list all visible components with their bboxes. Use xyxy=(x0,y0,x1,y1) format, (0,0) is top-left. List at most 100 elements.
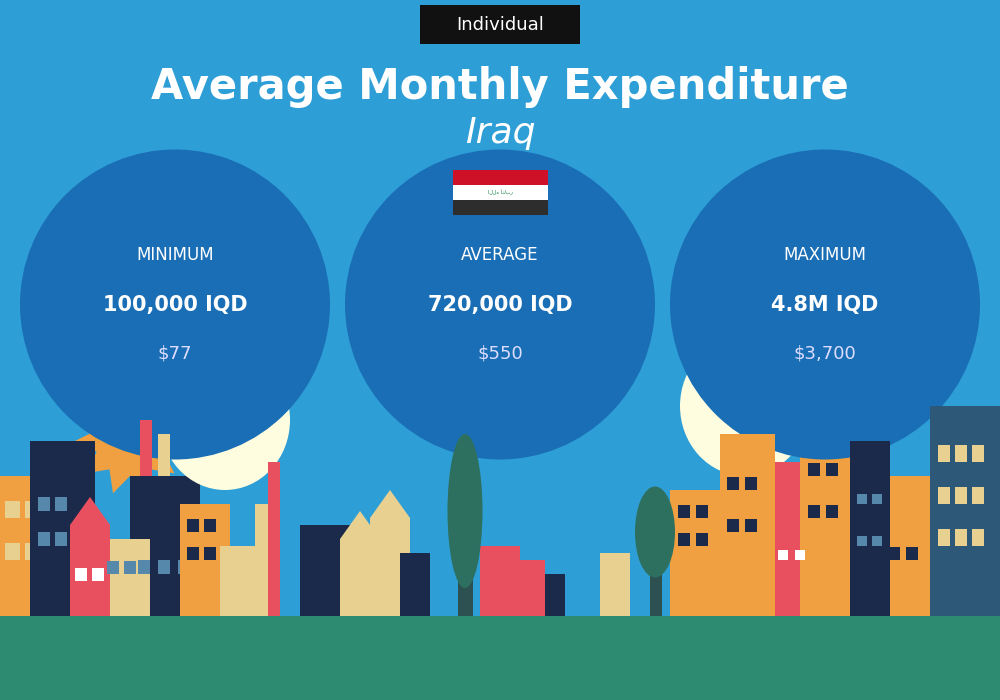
Bar xyxy=(955,486,967,504)
Bar xyxy=(727,519,739,532)
Bar xyxy=(38,497,50,511)
Ellipse shape xyxy=(160,350,290,490)
Ellipse shape xyxy=(670,150,980,459)
Polygon shape xyxy=(340,511,380,539)
Bar xyxy=(400,553,430,616)
Bar xyxy=(38,532,50,546)
Polygon shape xyxy=(70,497,110,525)
Bar xyxy=(268,462,280,616)
Bar xyxy=(30,441,95,616)
Text: Iraq: Iraq xyxy=(465,116,535,150)
Bar xyxy=(25,500,40,518)
Ellipse shape xyxy=(20,150,330,459)
Bar xyxy=(650,567,662,616)
Bar xyxy=(745,477,757,490)
Bar xyxy=(727,477,739,490)
Bar xyxy=(795,550,805,560)
Bar xyxy=(720,434,775,616)
Bar xyxy=(872,494,882,504)
Bar xyxy=(100,539,150,616)
Bar xyxy=(92,568,104,581)
Bar xyxy=(124,561,136,574)
Bar xyxy=(452,185,548,200)
Polygon shape xyxy=(370,490,410,518)
Ellipse shape xyxy=(635,486,675,578)
Polygon shape xyxy=(705,368,815,472)
Bar xyxy=(107,561,119,574)
Bar xyxy=(540,574,565,616)
Bar xyxy=(138,560,150,574)
Bar xyxy=(0,616,1000,700)
Bar xyxy=(696,533,708,546)
Bar xyxy=(452,169,548,185)
Bar xyxy=(178,560,190,574)
Bar xyxy=(880,476,935,616)
Bar xyxy=(515,560,545,616)
Text: 4.8M IQD: 4.8M IQD xyxy=(771,295,879,314)
Bar xyxy=(678,533,690,546)
Bar xyxy=(745,519,757,532)
Ellipse shape xyxy=(345,150,655,459)
Bar xyxy=(857,494,867,504)
Bar xyxy=(800,420,860,616)
Bar xyxy=(187,519,199,532)
Bar xyxy=(140,420,152,476)
Bar xyxy=(955,528,967,546)
Ellipse shape xyxy=(448,434,482,588)
Bar xyxy=(25,542,40,560)
Bar xyxy=(972,444,984,462)
Bar xyxy=(938,444,950,462)
Bar xyxy=(0,476,45,616)
Bar xyxy=(300,525,350,616)
Bar xyxy=(770,462,810,616)
Bar xyxy=(670,490,730,616)
Text: AVERAGE: AVERAGE xyxy=(461,246,539,265)
Bar xyxy=(204,519,216,532)
Bar xyxy=(972,528,984,546)
Bar xyxy=(187,547,199,560)
FancyBboxPatch shape xyxy=(420,5,580,43)
Bar xyxy=(778,550,788,560)
Bar xyxy=(826,463,838,476)
Polygon shape xyxy=(75,389,185,494)
Bar xyxy=(930,406,1000,616)
Text: $77: $77 xyxy=(158,344,192,363)
Bar xyxy=(55,532,67,546)
Bar xyxy=(696,505,708,518)
Bar xyxy=(826,505,838,518)
Bar xyxy=(872,536,882,546)
Bar xyxy=(480,546,520,616)
Text: Individual: Individual xyxy=(456,15,544,34)
Bar xyxy=(678,505,690,518)
Bar xyxy=(0,476,1000,616)
Bar xyxy=(972,486,984,504)
Bar xyxy=(5,500,20,518)
Bar xyxy=(204,547,216,560)
Bar xyxy=(158,434,170,476)
Text: 100,000 IQD: 100,000 IQD xyxy=(103,295,247,314)
Bar xyxy=(857,536,867,546)
Text: $3,700: $3,700 xyxy=(794,344,856,363)
Text: MINIMUM: MINIMUM xyxy=(136,246,214,265)
Bar xyxy=(5,542,20,560)
Bar xyxy=(808,505,820,518)
Bar xyxy=(220,546,260,616)
Text: $550: $550 xyxy=(477,344,523,363)
Bar xyxy=(340,539,380,616)
Bar xyxy=(888,547,900,560)
Bar xyxy=(808,463,820,476)
Bar xyxy=(370,518,410,616)
Bar xyxy=(55,497,67,511)
Bar xyxy=(850,441,890,616)
Bar xyxy=(70,525,110,616)
Text: الله أكبر: الله أكبر xyxy=(488,190,512,195)
Bar xyxy=(938,486,950,504)
Bar xyxy=(158,560,170,574)
Bar xyxy=(130,476,200,616)
Bar xyxy=(458,546,473,616)
Bar xyxy=(452,200,548,216)
Text: MAXIMUM: MAXIMUM xyxy=(784,246,866,265)
Bar xyxy=(938,528,950,546)
Bar xyxy=(255,504,273,616)
Bar xyxy=(955,444,967,462)
